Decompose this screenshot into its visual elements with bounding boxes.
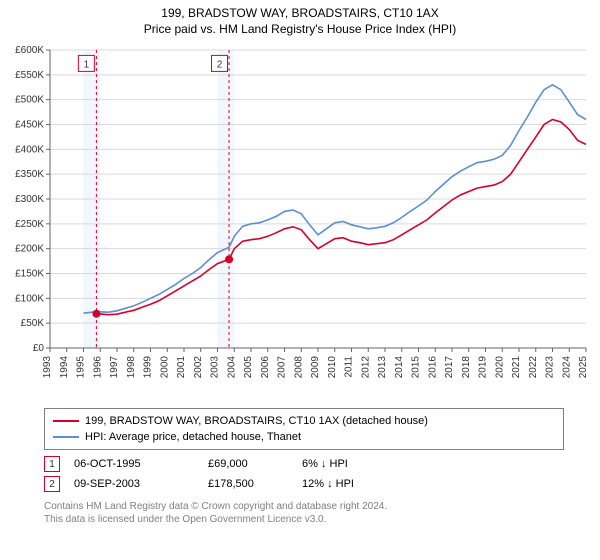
legend-swatch: [53, 436, 79, 438]
sale-badge: 2: [44, 476, 60, 492]
sale-diff: 6% ↓ HPI: [302, 458, 392, 470]
svg-text:2: 2: [217, 59, 223, 70]
svg-text:2019: 2019: [478, 356, 489, 379]
sales-row: 1 06-OCT-1995 £69,000 6% ↓ HPI: [44, 456, 564, 472]
svg-text:2016: 2016: [427, 356, 438, 379]
chart-plot: £0 £50K £100K £150K £200K £250K £300K £350K £400…: [0, 42, 600, 402]
svg-text:2005: 2005: [243, 356, 254, 379]
page-title: 199, BRADSTOW WAY, BROADSTAIRS, CT10 1AX: [0, 0, 600, 20]
line-chart-svg: £0 £50K £100K £150K £200K £250K £300K £350K £400…: [0, 42, 600, 402]
svg-text:£250K: £250K: [15, 219, 44, 230]
sales-table: 1 06-OCT-1995 £69,000 6% ↓ HPI 2 09-SEP-…: [44, 456, 564, 496]
svg-text:£50K: £50K: [21, 318, 45, 329]
attribution: Contains HM Land Registry data © Crown c…: [44, 500, 564, 526]
svg-text:2003: 2003: [210, 356, 221, 379]
svg-text:1: 1: [84, 59, 90, 70]
svg-text:2025: 2025: [578, 356, 589, 379]
svg-text:2000: 2000: [159, 356, 170, 379]
svg-text:1999: 1999: [143, 356, 154, 379]
legend: 199, BRADSTOW WAY, BROADSTAIRS, CT10 1AX…: [44, 408, 564, 450]
svg-text:£500K: £500K: [15, 95, 44, 106]
attribution-line: Contains HM Land Registry data © Crown c…: [44, 500, 564, 513]
page-subtitle: Price paid vs. HM Land Registry's House …: [0, 20, 600, 42]
svg-text:2017: 2017: [444, 356, 455, 379]
svg-text:2020: 2020: [494, 356, 505, 379]
sale-price: £178,500: [208, 478, 288, 490]
svg-text:1998: 1998: [126, 356, 137, 379]
svg-text:2023: 2023: [545, 356, 556, 379]
svg-text:2012: 2012: [360, 356, 371, 379]
svg-text:2014: 2014: [394, 356, 405, 379]
svg-text:£100K: £100K: [15, 293, 44, 304]
legend-item: 199, BRADSTOW WAY, BROADSTAIRS, CT10 1AX…: [53, 413, 555, 429]
svg-text:1994: 1994: [59, 356, 70, 379]
svg-text:2004: 2004: [226, 356, 237, 379]
svg-text:£400K: £400K: [15, 144, 44, 155]
legend-item: HPI: Average price, detached house, Than…: [53, 429, 555, 445]
svg-text:2002: 2002: [193, 356, 204, 379]
svg-text:£550K: £550K: [15, 70, 44, 81]
svg-text:2006: 2006: [260, 356, 271, 379]
sale-diff: 12% ↓ HPI: [302, 478, 392, 490]
sales-row: 2 09-SEP-2003 £178,500 12% ↓ HPI: [44, 476, 564, 492]
svg-text:£300K: £300K: [15, 194, 44, 205]
svg-text:2008: 2008: [293, 356, 304, 379]
legend-label: HPI: Average price, detached house, Than…: [85, 431, 301, 443]
svg-text:2007: 2007: [277, 356, 288, 379]
svg-text:2021: 2021: [511, 356, 522, 379]
sale-date: 09-SEP-2003: [74, 478, 194, 490]
svg-text:2011: 2011: [344, 356, 355, 378]
legend-label: 199, BRADSTOW WAY, BROADSTAIRS, CT10 1AX…: [85, 415, 428, 427]
svg-text:£600K: £600K: [15, 45, 44, 56]
attribution-line: This data is licensed under the Open Gov…: [44, 513, 564, 526]
chart-container: 199, BRADSTOW WAY, BROADSTAIRS, CT10 1AX…: [0, 0, 600, 560]
svg-text:£450K: £450K: [15, 120, 44, 131]
svg-text:2018: 2018: [461, 356, 472, 379]
svg-text:1993: 1993: [42, 356, 53, 379]
svg-text:1995: 1995: [76, 356, 87, 379]
legend-swatch: [53, 420, 79, 422]
svg-text:2022: 2022: [528, 356, 539, 379]
sale-price: £69,000: [208, 458, 288, 470]
sale-date: 06-OCT-1995: [74, 458, 194, 470]
svg-text:£200K: £200K: [15, 244, 44, 255]
svg-text:2024: 2024: [561, 356, 572, 379]
sale-badge: 1: [44, 456, 60, 472]
svg-text:2001: 2001: [176, 356, 187, 379]
svg-text:£150K: £150K: [15, 269, 44, 280]
sale-badge-number: 1: [49, 459, 55, 470]
svg-text:£350K: £350K: [15, 169, 44, 180]
sale-badge-number: 2: [49, 479, 55, 490]
svg-text:2009: 2009: [310, 356, 321, 379]
svg-text:2015: 2015: [411, 356, 422, 379]
svg-text:2013: 2013: [377, 356, 388, 379]
svg-text:1996: 1996: [92, 356, 103, 379]
svg-text:£0: £0: [33, 343, 45, 354]
svg-text:2010: 2010: [327, 356, 338, 379]
svg-text:1997: 1997: [109, 356, 120, 379]
